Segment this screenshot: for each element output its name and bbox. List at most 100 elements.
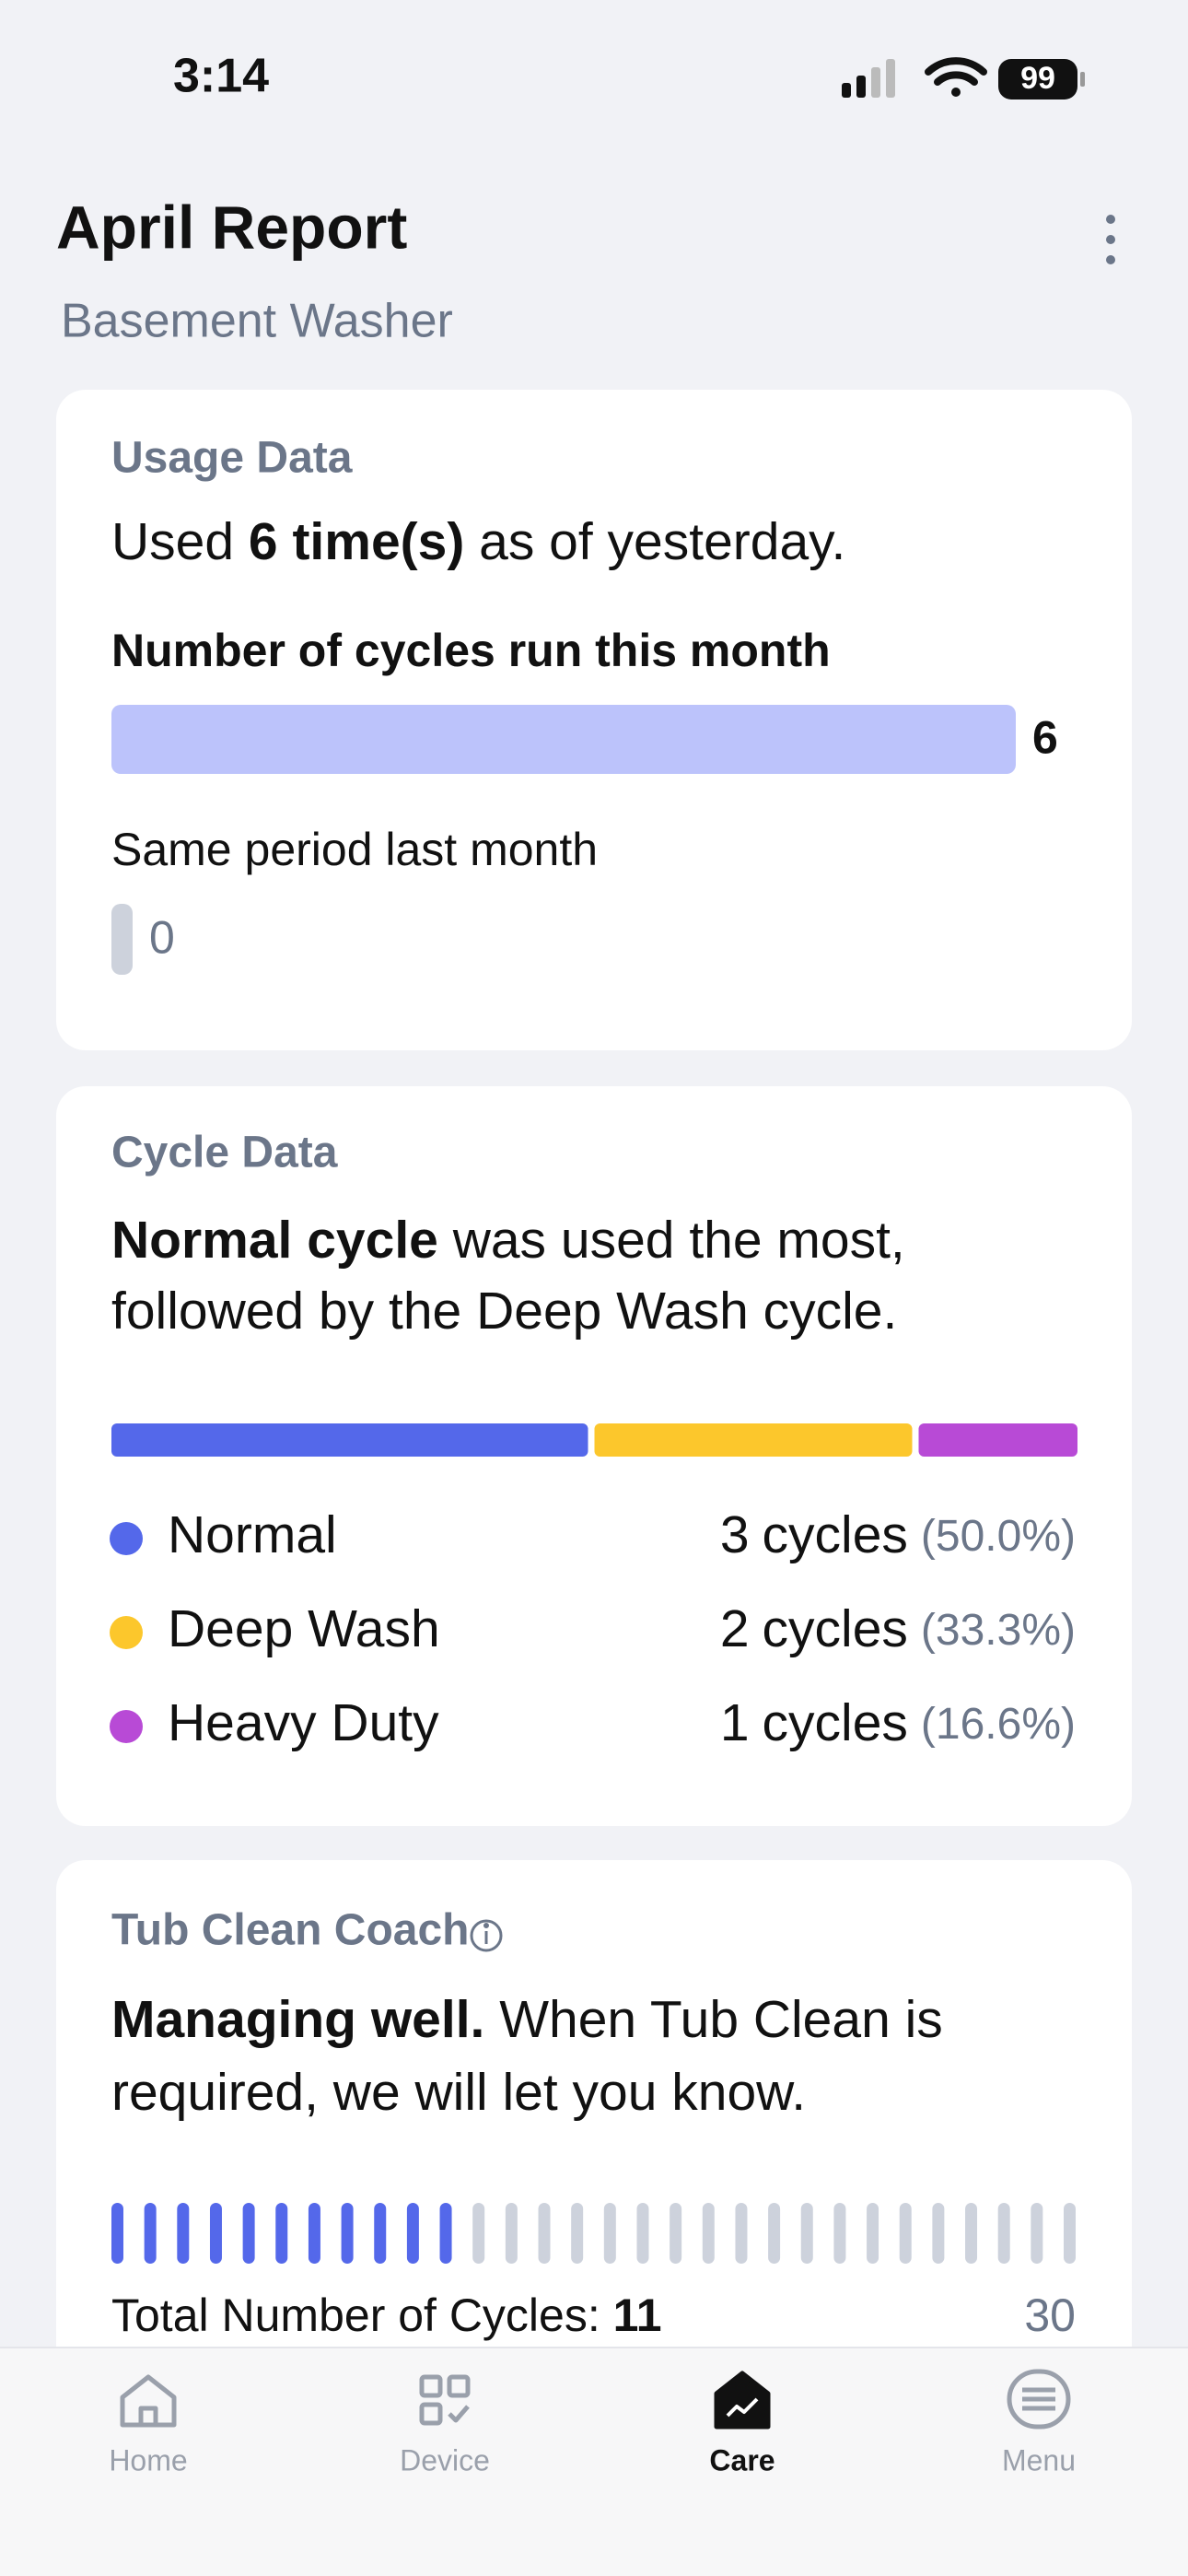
usage-bar — [111, 705, 1016, 774]
tub-gauge-bar — [899, 2203, 912, 2264]
unit: cycles — [763, 1599, 908, 1658]
page-title: April Report — [56, 193, 407, 261]
tub-gauge-bar — [439, 2203, 452, 2264]
cycle-summary: followed by the Deep Wash cycle. — [111, 1282, 897, 1341]
tab-label[interactable]: Home — [109, 2443, 187, 2476]
cycle-card — [56, 1086, 1132, 1826]
tub-gauge-bar — [571, 2203, 584, 2264]
tub-gauge-bar — [768, 2203, 781, 2264]
tub-gauge-bar — [1064, 2203, 1076, 2264]
tab-label[interactable]: Care — [709, 2443, 775, 2476]
card-heading: Usage Data — [111, 434, 353, 483]
usage-bar — [111, 904, 133, 975]
text: Normal cycle — [111, 1211, 438, 1270]
share: (16.6%) — [921, 1700, 1076, 1749]
tub-gauge-bar — [177, 2203, 190, 2264]
text: Managing well. — [111, 1990, 484, 2049]
tub-gauge-bar — [997, 2203, 1010, 2264]
tub-gauge-bar — [374, 2203, 387, 2264]
legend-dot — [110, 1710, 143, 1743]
text: Used — [111, 512, 249, 571]
tub-gauge-bar — [636, 2203, 649, 2264]
wifi-icon — [925, 57, 987, 97]
tub-gauge-bar — [111, 2203, 123, 2264]
tab-icons — [120, 2369, 1071, 2430]
bar-label: Number of cycles run this month — [111, 625, 831, 676]
tab-bar — [0, 2348, 1188, 2576]
share: (33.3%) — [921, 1606, 1076, 1655]
bar-value: 0 — [149, 912, 175, 964]
text: 11 — [613, 2289, 662, 2341]
share: (50.0%) — [921, 1512, 1076, 1561]
tub-gauge-bar — [1031, 2203, 1043, 2264]
cycle-count: 3 cycles (50.0%) — [720, 1505, 1076, 1564]
text: as of yesterday. — [464, 512, 845, 571]
count: 3 — [720, 1505, 750, 1564]
cycle-name: Deep Wash — [168, 1599, 440, 1658]
cycle-count: 1 cycles (16.6%) — [720, 1693, 1076, 1752]
tub-gauge-bar — [538, 2203, 551, 2264]
device-icon — [419, 2374, 471, 2426]
tub-total: Total Number of Cycles: 11 — [111, 2289, 662, 2341]
count: 2 — [720, 1599, 750, 1658]
tub-gauge-bar — [603, 2203, 616, 2264]
bar-label: Same period last month — [111, 824, 598, 875]
usage-summary: Used 6 time(s) as of yesterday. — [111, 512, 845, 571]
cycle-name: Heavy Duty — [168, 1693, 439, 1752]
cycle-segment — [111, 1423, 588, 1457]
unit: cycles — [763, 1505, 908, 1564]
tub-gauge-bar — [800, 2203, 813, 2264]
tub-gauge-bar — [505, 2203, 518, 2264]
cycle-segment — [918, 1423, 1077, 1457]
tub-gauge-bar — [702, 2203, 715, 2264]
tub-max: 30 — [1024, 2289, 1076, 2341]
cycle-count: 2 cycles (33.3%) — [720, 1599, 1076, 1658]
tub-gauge-bar — [406, 2203, 419, 2264]
page-subtitle: Basement Washer — [61, 295, 453, 348]
card-heading: Cycle Data — [111, 1129, 338, 1177]
care-icon — [714, 2371, 771, 2430]
tub-gauge-bar — [965, 2203, 978, 2264]
more-button[interactable] — [1106, 215, 1115, 264]
tub-gauge-bar — [144, 2203, 157, 2264]
text: 6 time(s) — [249, 512, 464, 571]
legend-dot — [110, 1522, 143, 1555]
tub-gauge-bar — [308, 2203, 320, 2264]
tab-label[interactable]: Device — [400, 2443, 490, 2476]
tub-gauge-bar — [275, 2203, 288, 2264]
legend-dot — [110, 1616, 143, 1649]
tub-gauge-bar — [932, 2203, 945, 2264]
tub-gauge-bar — [472, 2203, 485, 2264]
cycle-summary: Normal cycle was used the most, — [111, 1211, 905, 1270]
tub-gauge-bar — [341, 2203, 354, 2264]
tub-gauge-bar — [735, 2203, 748, 2264]
tub-gauge-bar — [833, 2203, 846, 2264]
bar-value: 6 — [1032, 712, 1058, 764]
home-icon — [120, 2374, 177, 2428]
battery-level: 99 — [1020, 61, 1055, 96]
info-icon[interactable] — [470, 1919, 503, 1952]
count: 1 — [720, 1693, 750, 1752]
tub-gauge-bar — [242, 2203, 255, 2264]
menu-icon — [1007, 2369, 1071, 2430]
status-time: 3:14 — [173, 50, 269, 103]
tub-gauge-bar — [670, 2203, 682, 2264]
text: was used the most, — [438, 1211, 905, 1270]
tub-gauge-bar — [209, 2203, 222, 2264]
tub-gauge-bar — [867, 2203, 879, 2264]
tab-label[interactable]: Menu — [1002, 2443, 1076, 2476]
signal-icon — [842, 59, 895, 98]
battery-cap — [1080, 72, 1085, 87]
text: When Tub Clean is — [484, 1990, 942, 2049]
tub-summary: Managing well. When Tub Clean is — [111, 1990, 943, 2049]
tub-clean-card — [56, 1860, 1132, 2505]
card-heading: Tub Clean Coach — [111, 1906, 469, 1955]
battery-icon — [998, 59, 1077, 100]
unit: cycles — [763, 1693, 908, 1752]
text: Total Number of Cycles: — [111, 2289, 613, 2341]
tub-summary: required, we will let you know. — [111, 2063, 806, 2122]
cycle-name: Normal — [168, 1505, 337, 1564]
cycle-segment — [594, 1423, 913, 1457]
